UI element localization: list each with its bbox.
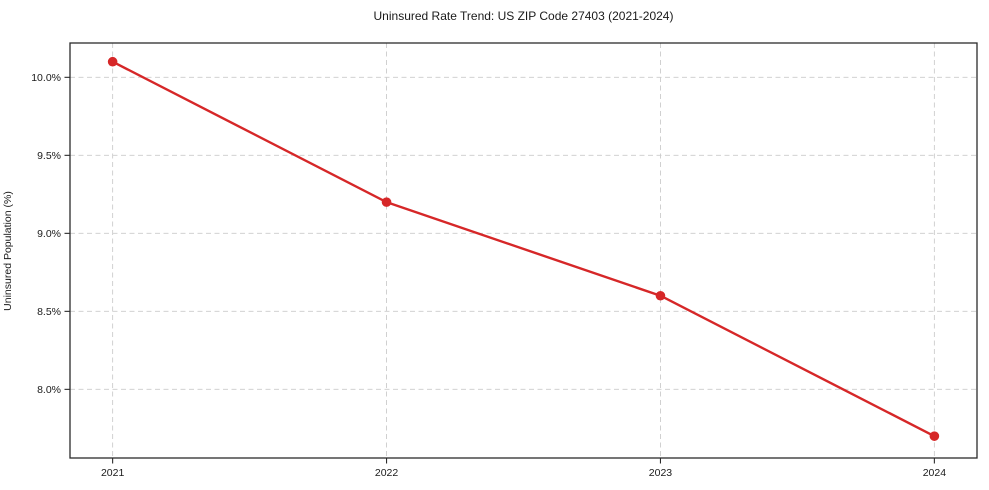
y-axis-label: Uninsured Population (%) — [2, 191, 14, 311]
data-point-marker — [107, 56, 118, 67]
y-tick-label: 9.5% — [37, 150, 61, 162]
y-tick-label: 8.5% — [37, 306, 61, 318]
data-point-marker — [381, 197, 392, 207]
plot-frame — [69, 42, 978, 459]
x-tick-label: 2021 — [101, 467, 125, 479]
data-point-marker — [929, 431, 940, 441]
gridlines — [70, 43, 977, 458]
axis-ticks — [64, 76, 935, 464]
x-tick-label: 2022 — [375, 467, 399, 479]
data-point-marker — [655, 290, 666, 301]
y-tick-label: 8.0% — [37, 384, 61, 396]
chart-title: Uninsured Rate Trend: US ZIP Code 27403 … — [373, 9, 674, 23]
x-tick-label: 2024 — [923, 467, 947, 479]
data-series — [107, 56, 940, 441]
x-tick-label: 2023 — [649, 467, 673, 479]
y-tick-label: 9.0% — [37, 228, 61, 240]
axis-tick-labels: 8.0% 8.5% 9.0% 9.5% 10.0% 2021 2022 2023 2024 — [31, 72, 946, 479]
trend-line — [111, 60, 936, 438]
y-tick-label: 10.0% — [31, 72, 61, 84]
